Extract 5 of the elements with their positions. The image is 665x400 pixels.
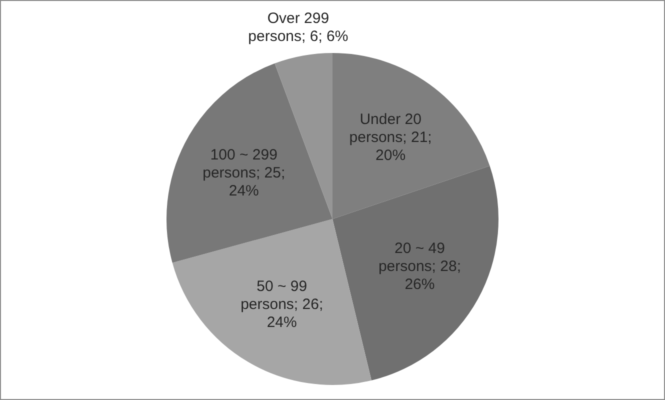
- slice-label: 50 ~ 99 persons; 26; 24%: [240, 278, 324, 331]
- slice-label: Under 20 persons; 21; 20%: [349, 111, 432, 164]
- slice-label: 100 ~ 299 persons; 25; 24%: [202, 146, 286, 200]
- slice-label: Over 299 persons; 6; 6%: [248, 10, 348, 46]
- slice-label: 20 ~ 49 persons; 28; 26%: [378, 240, 462, 294]
